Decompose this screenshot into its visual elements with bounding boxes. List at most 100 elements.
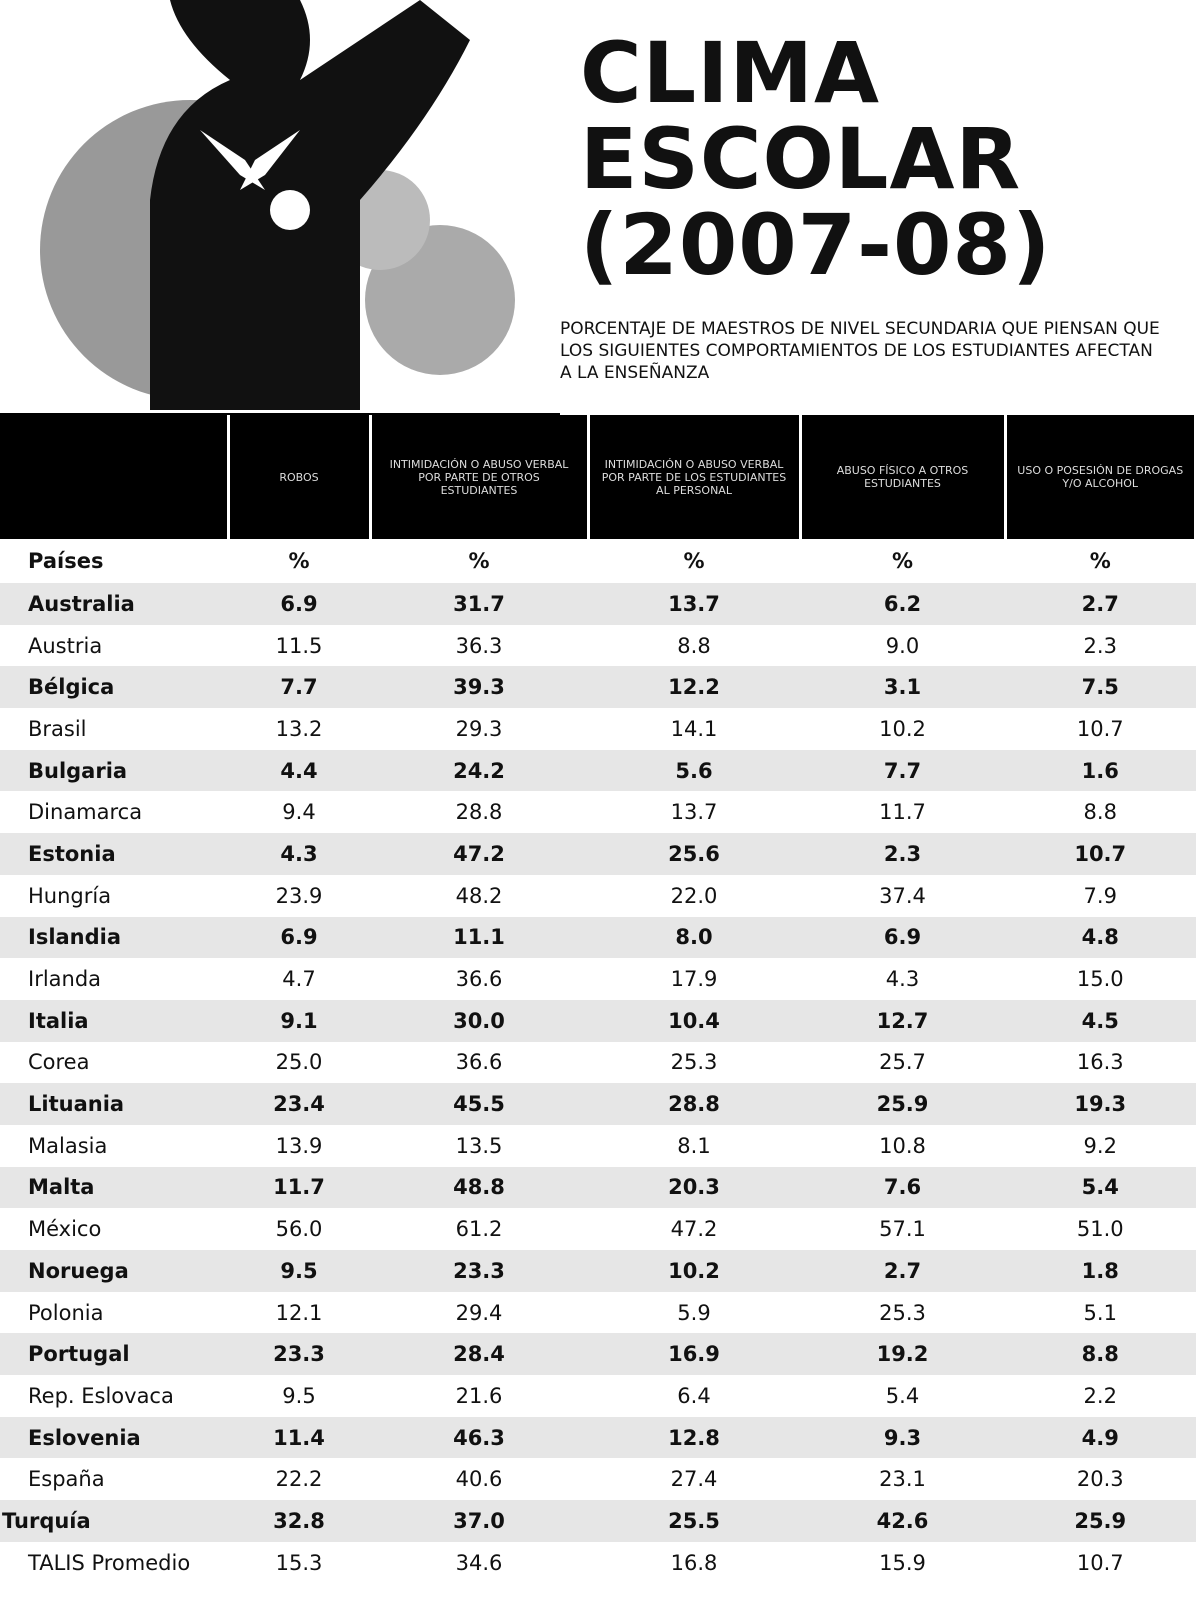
value-cell: 28.4 — [370, 1333, 588, 1375]
value-cell: 25.7 — [800, 1042, 1005, 1084]
value-cell: 13.2 — [228, 708, 370, 750]
value-cell: 12.8 — [588, 1417, 800, 1459]
value-cell: 27.4 — [588, 1458, 800, 1500]
value-cell: 10.7 — [1005, 833, 1196, 875]
country-cell: Irlanda — [0, 958, 228, 1000]
value-cell: 22.2 — [228, 1458, 370, 1500]
value-cell: 29.3 — [370, 708, 588, 750]
value-cell: 9.5 — [228, 1250, 370, 1292]
country-cell: Bélgica — [0, 666, 228, 708]
value-cell: 23.4 — [228, 1083, 370, 1125]
value-cell: 36.6 — [370, 958, 588, 1000]
value-cell: 28.8 — [370, 791, 588, 833]
value-cell: 8.1 — [588, 1125, 800, 1167]
value-cell: 6.4 — [588, 1375, 800, 1417]
value-cell: 7.6 — [800, 1167, 1005, 1209]
country-cell: Polonia — [0, 1292, 228, 1334]
value-cell: 13.7 — [588, 791, 800, 833]
country-cell: Dinamarca — [0, 791, 228, 833]
value-cell: 6.2 — [800, 583, 1005, 625]
value-cell: 7.9 — [1005, 875, 1196, 917]
value-cell: 9.0 — [800, 625, 1005, 667]
value-cell: 7.7 — [228, 666, 370, 708]
value-cell: 15.9 — [800, 1542, 1005, 1584]
table-header: ROBOSINTIMIDACIÓN O ABUSO VERBAL POR PAR… — [0, 415, 1196, 539]
column-header: USO O POSESIÓN DE DROGAS Y/O ALCOHOL — [1005, 415, 1196, 539]
value-cell: 21.6 — [370, 1375, 588, 1417]
value-cell: 61.2 — [370, 1208, 588, 1250]
value-cell: 11.7 — [800, 791, 1005, 833]
value-cell: 28.8 — [588, 1083, 800, 1125]
value-cell: 9.4 — [228, 791, 370, 833]
value-cell: 17.9 — [588, 958, 800, 1000]
value-cell: 9.3 — [800, 1417, 1005, 1459]
title: CLIMA ESCOLAR (2007-08) — [580, 30, 1051, 288]
value-cell: 5.6 — [588, 750, 800, 792]
value-cell: 7.5 — [1005, 666, 1196, 708]
value-cell: 16.8 — [588, 1542, 800, 1584]
page: Clima escolar {"header": {"title": ["CLI… — [0, 0, 1197, 1607]
value-cell: 25.9 — [800, 1083, 1005, 1125]
document: CLIMA ESCOLAR (2007-08) PORCENTAJE DE MA… — [0, 0, 1197, 1607]
value-cell: 19.2 — [800, 1333, 1005, 1375]
value-cell: 4.7 — [228, 958, 370, 1000]
value-cell: 5.4 — [800, 1375, 1005, 1417]
value-cell: 22.0 — [588, 875, 800, 917]
value-cell: 14.1 — [588, 708, 800, 750]
country-cell: Portugal — [0, 1333, 228, 1375]
value-cell: 5.4 — [1005, 1167, 1196, 1209]
value-cell: 48.2 — [370, 875, 588, 917]
value-cell: 15.0 — [1005, 958, 1196, 1000]
unit-cell: Países — [0, 539, 228, 583]
value-cell: 4.3 — [228, 833, 370, 875]
value-cell: 2.7 — [800, 1250, 1005, 1292]
value-cell: 31.7 — [370, 583, 588, 625]
country-cell: Italia — [0, 1000, 228, 1042]
value-cell: 9.1 — [228, 1000, 370, 1042]
value-cell: 6.9 — [228, 917, 370, 959]
value-cell: 2.2 — [1005, 1375, 1196, 1417]
value-cell: 56.0 — [228, 1208, 370, 1250]
value-cell: 25.5 — [588, 1500, 800, 1542]
value-cell: 2.3 — [800, 833, 1005, 875]
country-cell: Lituania — [0, 1083, 228, 1125]
value-cell: 37.0 — [370, 1500, 588, 1542]
value-cell: 5.1 — [1005, 1292, 1196, 1334]
value-cell: 25.0 — [228, 1042, 370, 1084]
value-cell: 36.6 — [370, 1042, 588, 1084]
value-cell: 32.8 — [228, 1500, 370, 1542]
value-cell: 19.3 — [1005, 1083, 1196, 1125]
value-cell: 15.3 — [228, 1542, 370, 1584]
value-cell: 6.9 — [800, 917, 1005, 959]
data-table: ROBOSINTIMIDACIÓN O ABUSO VERBAL POR PAR… — [0, 415, 1197, 1584]
country-cell: Malasia — [0, 1125, 228, 1167]
value-cell: 10.7 — [1005, 1542, 1196, 1584]
value-cell: 23.9 — [228, 875, 370, 917]
country-cell: Noruega — [0, 1250, 228, 1292]
value-cell: 6.9 — [228, 583, 370, 625]
value-cell: 13.9 — [228, 1125, 370, 1167]
country-cell: Hungría — [0, 875, 228, 917]
unit-cell: % — [370, 539, 588, 583]
value-cell: 39.3 — [370, 666, 588, 708]
value-cell: 16.9 — [588, 1333, 800, 1375]
value-cell: 13.5 — [370, 1125, 588, 1167]
country-cell: Rep. Eslovaca — [0, 1375, 228, 1417]
value-cell: 20.3 — [588, 1167, 800, 1209]
value-cell: 29.4 — [370, 1292, 588, 1334]
value-cell: 10.2 — [800, 708, 1005, 750]
column-header: ROBOS — [228, 415, 370, 539]
value-cell: 51.0 — [1005, 1208, 1196, 1250]
